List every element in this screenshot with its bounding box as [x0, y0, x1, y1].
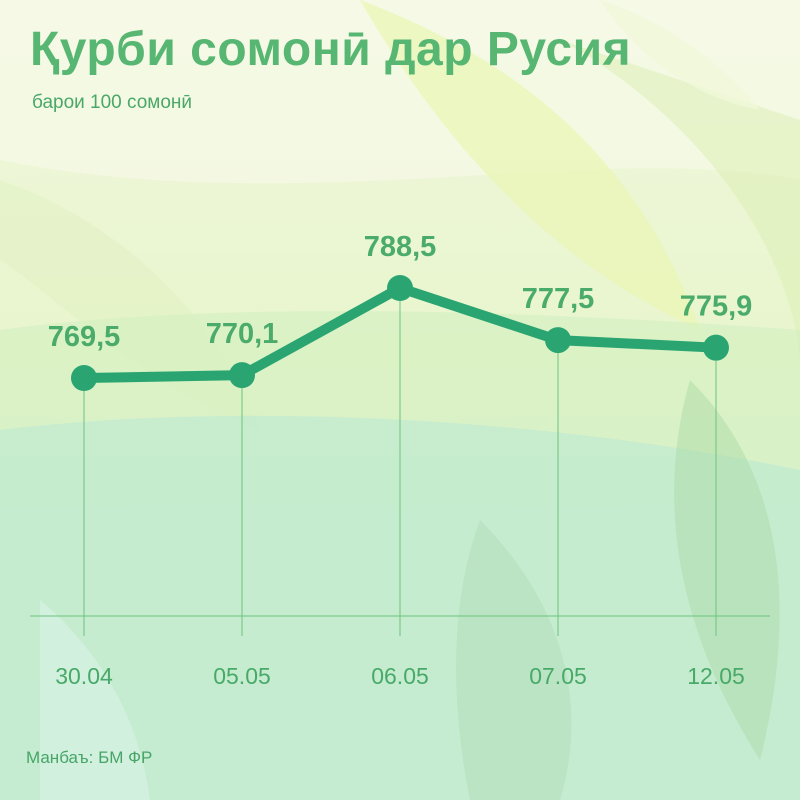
source-value: БМ ФР	[98, 748, 153, 767]
data-label: 788,5	[364, 231, 437, 263]
x-tick-label: 30.04	[55, 663, 113, 689]
x-tick-label: 05.05	[213, 663, 271, 689]
x-tick-label: 06.05	[371, 663, 429, 689]
data-point	[387, 275, 413, 301]
data-point	[545, 327, 571, 354]
chart-title: Қурби сомонӣ дар Русия	[30, 23, 632, 76]
x-axis-ticks: 30.04 05.05 06.05 07.05 12.05	[55, 663, 745, 689]
source-label: Манбаъ:	[26, 748, 94, 767]
data-point	[229, 362, 255, 389]
data-label: 775,9	[680, 291, 753, 323]
data-label: 769,5	[48, 321, 121, 353]
data-point	[71, 365, 97, 391]
chart-subtitle: барои 100 сомонӣ	[32, 92, 193, 113]
source-note: Манбаъ: БМ ФР	[26, 748, 152, 768]
data-label: 777,5	[522, 283, 595, 315]
data-point	[703, 334, 729, 361]
drop-lines	[83, 288, 717, 636]
data-labels: 769,5 770,1 788,5 777,5 775,9	[48, 231, 753, 353]
data-points	[71, 275, 729, 391]
x-tick-label: 07.05	[529, 663, 587, 689]
x-tick-label: 12.05	[687, 663, 745, 689]
data-label: 770,1	[206, 318, 279, 350]
